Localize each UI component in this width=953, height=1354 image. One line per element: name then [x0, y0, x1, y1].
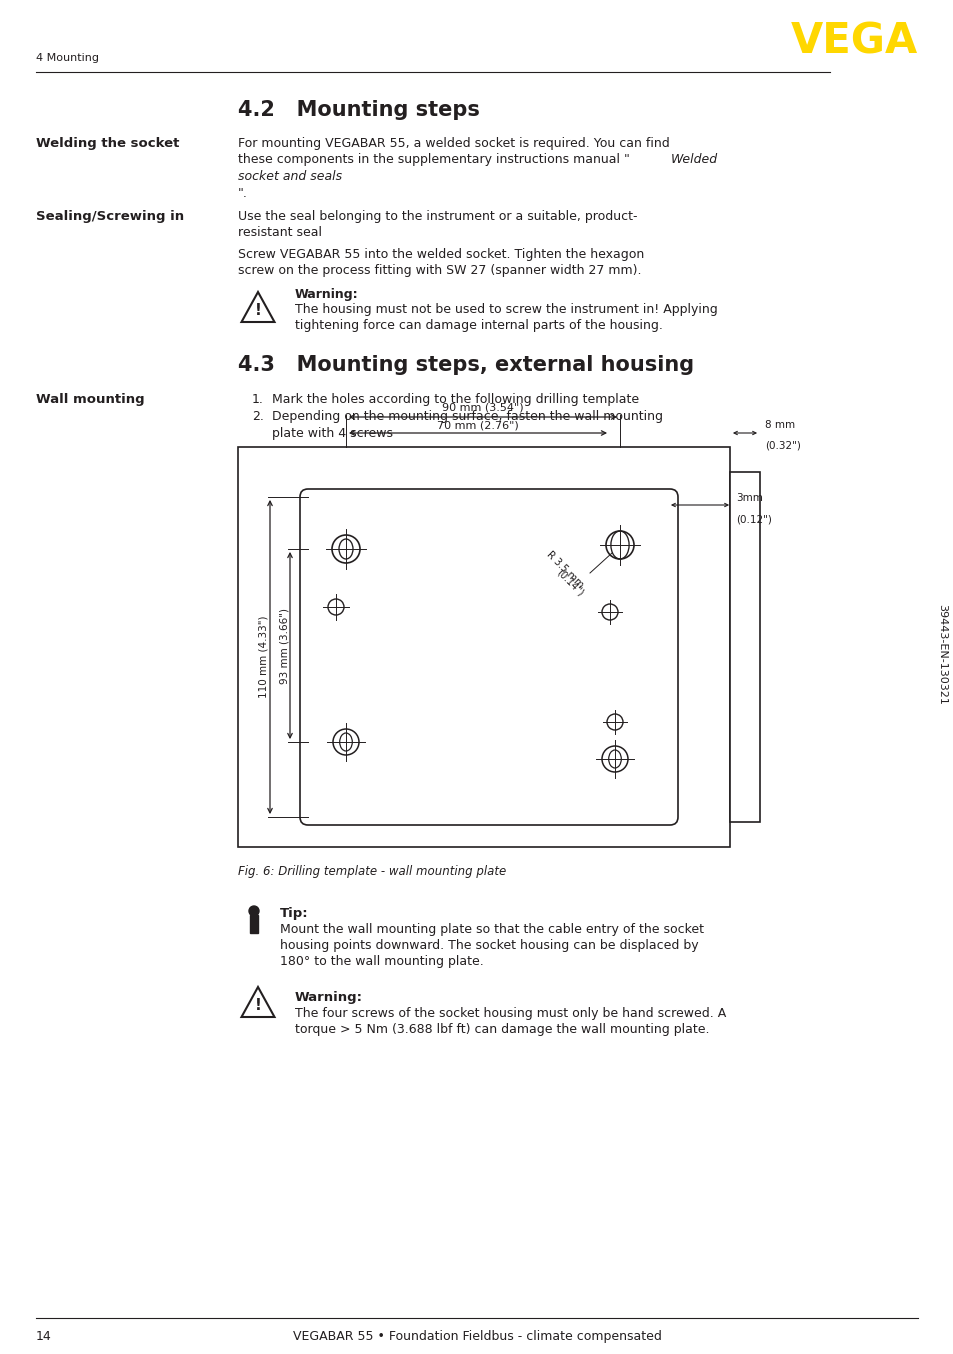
Text: The housing must not be used to screw the instrument in! Applying: The housing must not be used to screw th… — [294, 303, 717, 315]
Text: Wall mounting: Wall mounting — [36, 393, 145, 406]
Text: 180° to the wall mounting plate.: 180° to the wall mounting plate. — [280, 955, 483, 968]
Text: !: ! — [254, 998, 261, 1013]
Bar — [237, 447, 729, 848]
Text: R 3.5 mm: R 3.5 mm — [544, 550, 585, 590]
Text: these components in the supplementary instructions manual ": these components in the supplementary in… — [237, 153, 629, 167]
Text: socket and seals: socket and seals — [237, 171, 342, 183]
Text: 8 mm: 8 mm — [764, 420, 794, 431]
Text: Welded: Welded — [670, 153, 718, 167]
Text: Welding the socket: Welding the socket — [36, 137, 179, 150]
Bar — [250, 915, 257, 933]
Text: 4.3   Mounting steps, external housing: 4.3 Mounting steps, external housing — [237, 355, 694, 375]
Text: 39443-EN-130321: 39443-EN-130321 — [936, 604, 946, 704]
Circle shape — [249, 906, 258, 917]
Text: 4.2   Mounting steps: 4.2 Mounting steps — [237, 100, 479, 121]
Text: resistant seal: resistant seal — [237, 226, 322, 240]
Text: 93 mm (3.66"): 93 mm (3.66") — [280, 608, 290, 684]
Text: VEGA: VEGA — [790, 22, 917, 64]
Text: Use the seal belonging to the instrument or a suitable, product-: Use the seal belonging to the instrument… — [237, 210, 637, 223]
Text: 90 mm (3.54"): 90 mm (3.54") — [442, 403, 523, 413]
Text: (0.32"): (0.32") — [764, 441, 800, 451]
Text: 70 mm (2.76"): 70 mm (2.76") — [436, 420, 518, 431]
Text: 4 Mounting: 4 Mounting — [36, 53, 99, 64]
Text: VEGABAR 55 • Foundation Fieldbus - climate compensated: VEGABAR 55 • Foundation Fieldbus - clima… — [293, 1330, 660, 1343]
Text: Warning:: Warning: — [294, 991, 363, 1005]
Text: Mount the wall mounting plate so that the cable entry of the socket: Mount the wall mounting plate so that th… — [280, 923, 703, 936]
Text: torque > 5 Nm (3.688 lbf ft) can damage the wall mounting plate.: torque > 5 Nm (3.688 lbf ft) can damage … — [294, 1024, 709, 1036]
Text: Sealing/Screwing in: Sealing/Screwing in — [36, 210, 184, 223]
Text: Mark the holes according to the following drilling template: Mark the holes according to the followin… — [272, 393, 639, 406]
Text: (0.12"): (0.12") — [735, 515, 771, 525]
Text: tightening force can damage internal parts of the housing.: tightening force can damage internal par… — [294, 320, 662, 332]
Text: housing points downward. The socket housing can be displaced by: housing points downward. The socket hous… — [280, 940, 698, 952]
Text: Depending on the mounting surface, fasten the wall mounting: Depending on the mounting surface, faste… — [272, 410, 662, 422]
Text: 14: 14 — [36, 1330, 51, 1343]
Text: For mounting VEGABAR 55, a welded socket is required. You can find: For mounting VEGABAR 55, a welded socket… — [237, 137, 669, 150]
Text: 1.: 1. — [252, 393, 264, 406]
Text: Tip:: Tip: — [280, 907, 309, 919]
Text: (0.14"): (0.14") — [554, 567, 585, 598]
FancyBboxPatch shape — [299, 489, 678, 825]
Text: screw on the process fitting with SW 27 (spanner width 27 mm).: screw on the process fitting with SW 27 … — [237, 264, 640, 278]
Text: 110 mm (4.33"): 110 mm (4.33") — [258, 616, 269, 699]
Text: 3mm: 3mm — [735, 493, 762, 502]
Text: ".: ". — [237, 187, 248, 200]
Text: plate with 4 screws: plate with 4 screws — [272, 427, 393, 440]
Text: !: ! — [254, 303, 261, 318]
Text: 2.: 2. — [252, 410, 264, 422]
Text: Screw VEGABAR 55 into the welded socket. Tighten the hexagon: Screw VEGABAR 55 into the welded socket.… — [237, 248, 643, 261]
Bar — [729, 473, 760, 822]
Text: The four screws of the socket housing must only be hand screwed. A: The four screws of the socket housing mu… — [294, 1007, 725, 1020]
Text: Fig. 6: Drilling template - wall mounting plate: Fig. 6: Drilling template - wall mountin… — [237, 865, 506, 877]
Text: Warning:: Warning: — [294, 288, 358, 301]
